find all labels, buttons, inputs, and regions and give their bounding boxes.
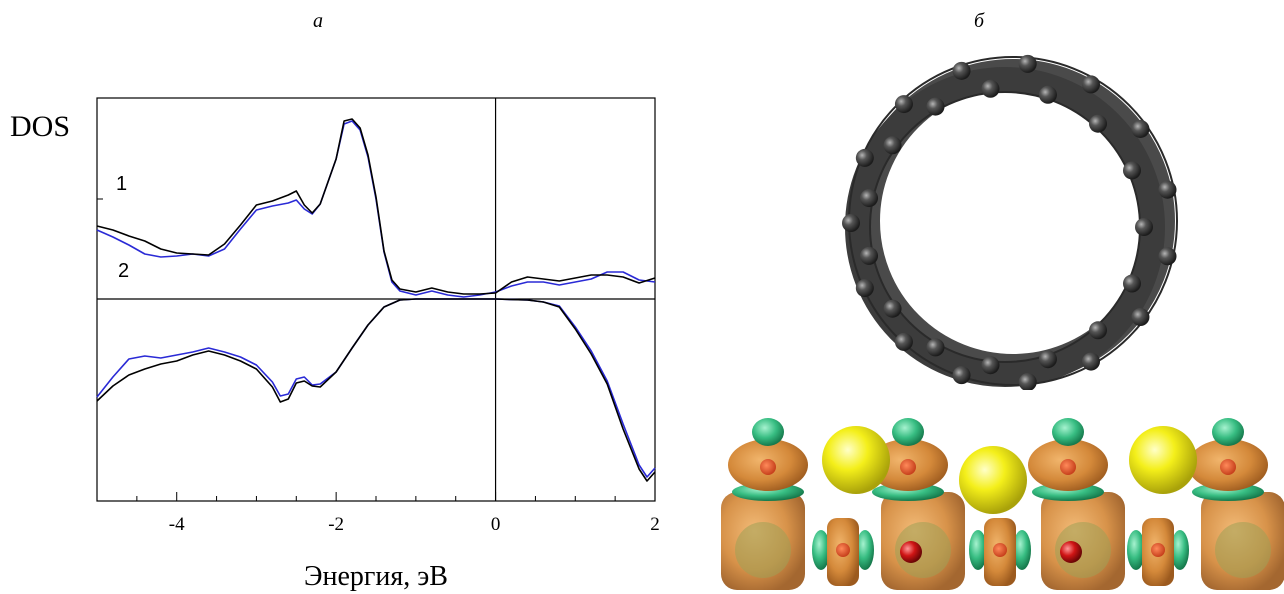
carbon-atom — [1082, 352, 1100, 371]
green-side-lobe — [1013, 530, 1031, 570]
small-atom — [836, 543, 850, 557]
carbon-atom — [1089, 321, 1108, 340]
carbon-atom — [1131, 119, 1150, 138]
carbon-atom — [1135, 218, 1153, 236]
series-1-spin-down-line — [96, 298, 656, 482]
x-tick-label: -2 — [328, 514, 344, 535]
carbon-atom — [981, 79, 1000, 98]
green-lobe-top — [1052, 418, 1084, 446]
carbon-atom — [1158, 180, 1177, 199]
x-axis-label: Энергия, эВ — [304, 561, 448, 592]
sulfur-atom — [1129, 426, 1197, 494]
carbon-atom — [1122, 161, 1141, 180]
green-side-lobe — [1171, 530, 1189, 570]
dos-chart: -4 -2 0 2 1 2 DOS Энергия, эВ — [10, 97, 660, 592]
carbon-atom — [883, 299, 902, 318]
carbon-atom — [1038, 350, 1057, 369]
carbon-atom — [926, 97, 945, 116]
x-tick-label: 2 — [650, 514, 660, 535]
small-atom — [1151, 543, 1165, 557]
green-side-lobe — [856, 530, 874, 570]
carbon-atom — [1158, 247, 1177, 266]
carbon-atom — [883, 136, 902, 155]
series-1-spin-up-line — [96, 118, 656, 295]
carbon-atom — [1131, 308, 1150, 327]
x-tick-label: -4 — [169, 514, 185, 535]
sulfur-atom — [959, 446, 1027, 514]
small-atom — [993, 543, 1007, 557]
carbon-atom — [842, 214, 860, 232]
carbon-atom — [894, 332, 913, 351]
nanotube-cross-section-image — [842, 54, 1178, 390]
green-lobe-top — [752, 418, 784, 446]
carbon-atom — [1018, 373, 1037, 390]
orbital-inner-green — [735, 522, 791, 578]
small-atom — [1220, 459, 1236, 475]
carbon-atoms — [842, 54, 1177, 390]
carbon-atom — [855, 279, 874, 298]
red-center-atom — [900, 541, 922, 563]
carbon-atom — [1038, 85, 1057, 104]
x-tick-label: 0 — [491, 514, 501, 535]
carbon-atom — [952, 61, 971, 80]
green-lobe-top — [1212, 418, 1244, 446]
orbital-inner-green — [895, 522, 951, 578]
red-center-atom — [1060, 541, 1082, 563]
carbon-atom — [860, 189, 879, 208]
small-atom — [1060, 459, 1076, 475]
green-side-lobe — [1127, 530, 1145, 570]
carbon-atom — [1122, 274, 1141, 293]
carbon-atom — [926, 338, 945, 357]
carbon-atom — [952, 366, 971, 385]
series-2-spin-up-line — [96, 120, 656, 298]
carbon-atom — [981, 356, 1000, 375]
carbon-atom — [1018, 54, 1037, 73]
carbon-atom — [894, 95, 913, 114]
series-label-2: 2 — [118, 260, 129, 282]
panel-a-label: а — [313, 10, 323, 32]
carbon-atom — [1089, 114, 1108, 133]
series-label-1: 1 — [116, 173, 127, 195]
small-atom — [760, 459, 776, 475]
green-side-lobe — [812, 530, 830, 570]
panel-b-label: б — [974, 10, 985, 32]
carbon-atom — [1082, 75, 1100, 94]
carbon-atom — [855, 148, 874, 167]
y-axis-label: DOS — [10, 110, 70, 143]
small-atom — [900, 459, 916, 475]
orbital-inner-green — [1055, 522, 1111, 578]
green-lobe-top — [892, 418, 924, 446]
series-2-spin-down-line — [96, 298, 656, 478]
orbital-inner-green — [1215, 522, 1271, 578]
carbon-atom — [860, 246, 879, 265]
tube-band-front — [845, 67, 1165, 387]
charge-density-image — [721, 418, 1284, 590]
green-side-lobe — [969, 530, 987, 570]
sulfur-atom — [822, 426, 890, 494]
